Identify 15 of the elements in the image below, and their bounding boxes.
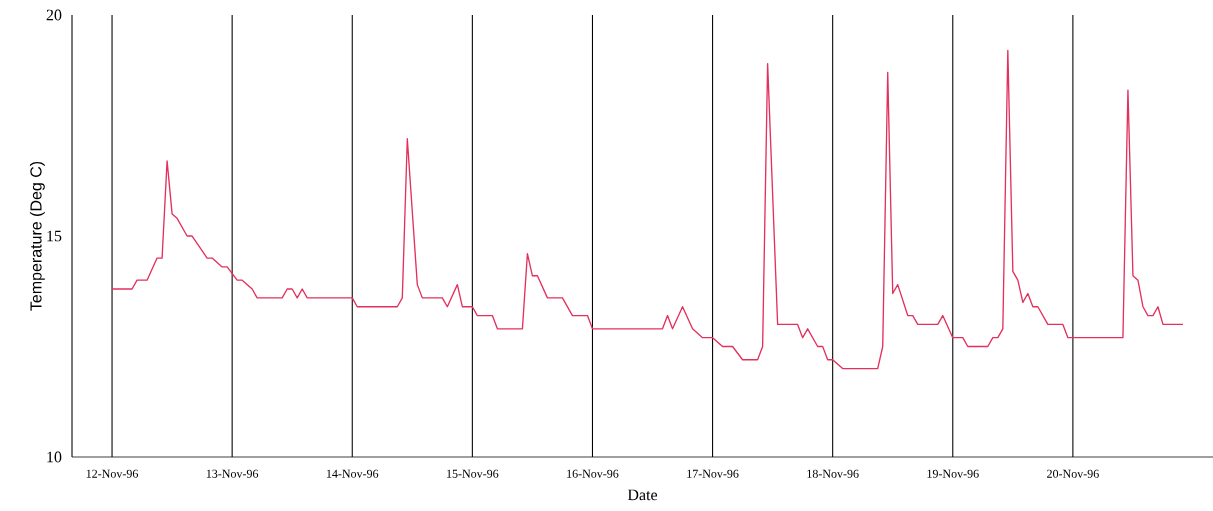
x-tick-label: 20-Nov-96 — [1047, 469, 1099, 478]
y-tick-label: 10 — [47, 451, 62, 463]
x-tick-label: 18-Nov-96 — [807, 469, 859, 478]
x-tick-label: 14-Nov-96 — [326, 469, 379, 478]
x-tick-label: 16-Nov-96 — [567, 469, 619, 478]
x-tick-label: 12-Nov-96 — [86, 469, 139, 478]
y-tick-label: 15 — [47, 230, 62, 242]
y-axis-title: Temperature (Deg C) — [29, 161, 45, 311]
line-series — [111, 49, 1184, 370]
x-tick-label: 15-Nov-96 — [447, 469, 499, 478]
x-axis-title: Date — [627, 489, 658, 501]
x-tick-label: 17-Nov-96 — [687, 469, 739, 478]
y-tick-label: 20 — [46, 9, 62, 21]
x-tick-label: 19-Nov-96 — [927, 469, 979, 478]
x-tick-label: 13-Nov-96 — [206, 469, 259, 478]
